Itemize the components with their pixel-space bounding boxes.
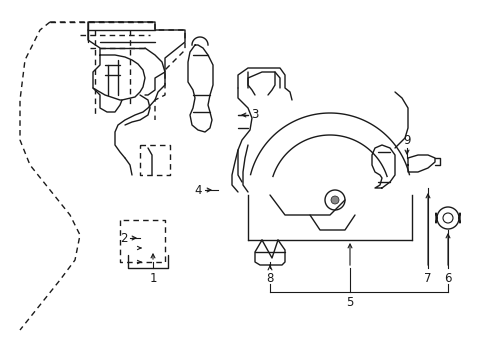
Text: 2: 2 [120, 231, 127, 244]
Text: 9: 9 [403, 134, 410, 147]
Text: 4: 4 [194, 184, 202, 197]
Text: 7: 7 [424, 271, 431, 284]
Text: 8: 8 [266, 271, 273, 284]
Circle shape [330, 196, 338, 204]
Text: 5: 5 [346, 296, 353, 309]
Text: 1: 1 [149, 271, 157, 284]
Text: 6: 6 [443, 271, 451, 284]
Text: 3: 3 [251, 108, 258, 122]
